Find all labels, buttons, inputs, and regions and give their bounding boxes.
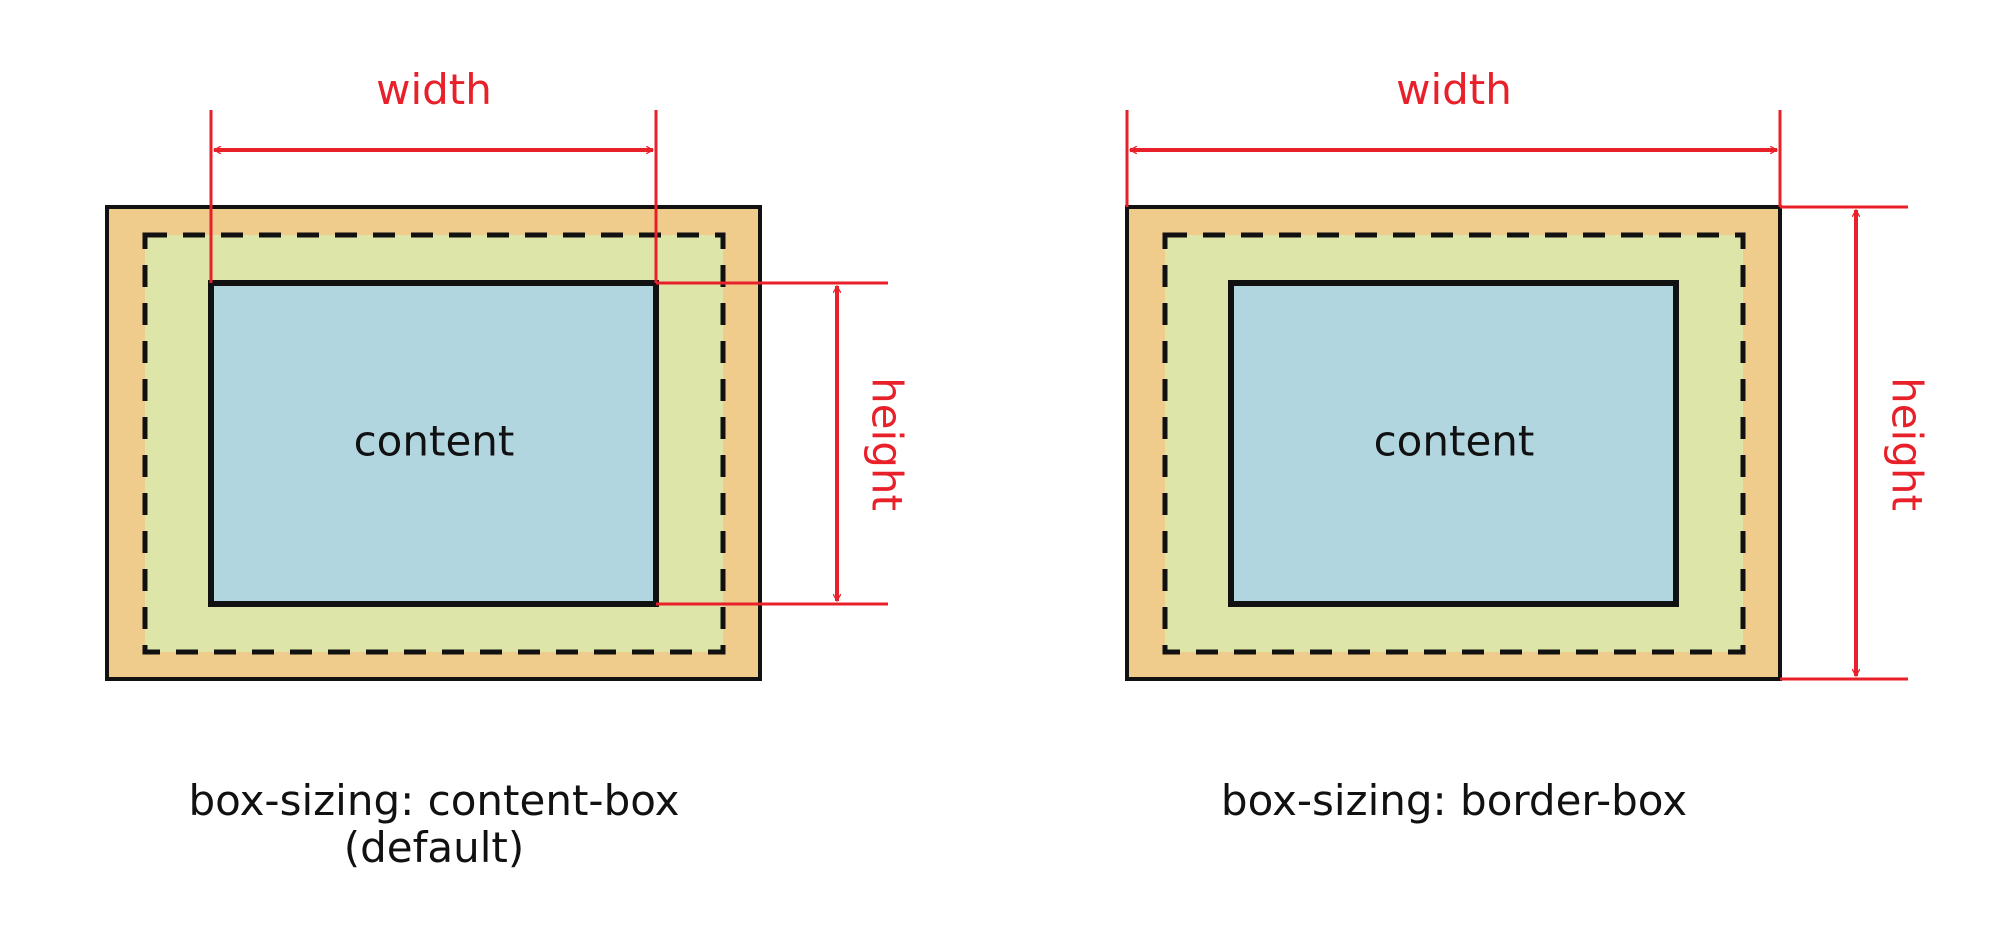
content-box-width-dimension bbox=[209, 110, 658, 283]
content-box-caption: box-sizing: content-box bbox=[189, 776, 680, 825]
content-box-content-area bbox=[208, 280, 659, 607]
content-box-content-label: content bbox=[354, 417, 515, 466]
border-box-diagram: content width height box-sizing: border-… bbox=[1125, 65, 1932, 825]
border-box-width-dimension bbox=[1125, 110, 1782, 207]
border-box-width-label: width bbox=[1396, 65, 1512, 114]
content-box-height-dimension bbox=[656, 281, 888, 606]
border-box-content-area bbox=[1228, 280, 1679, 607]
border-box-caption: box-sizing: border-box bbox=[1221, 776, 1687, 825]
border-box-height-label: height bbox=[1883, 377, 1932, 511]
border-box-content-label: content bbox=[1374, 417, 1535, 466]
content-box-caption-default: (default) bbox=[344, 823, 525, 872]
content-box-height-label: height bbox=[863, 377, 912, 511]
border-box-height-dimension bbox=[1780, 205, 1908, 681]
content-box-width-label: width bbox=[376, 65, 492, 114]
content-box-diagram: content width height box-sizing: content… bbox=[105, 65, 912, 872]
